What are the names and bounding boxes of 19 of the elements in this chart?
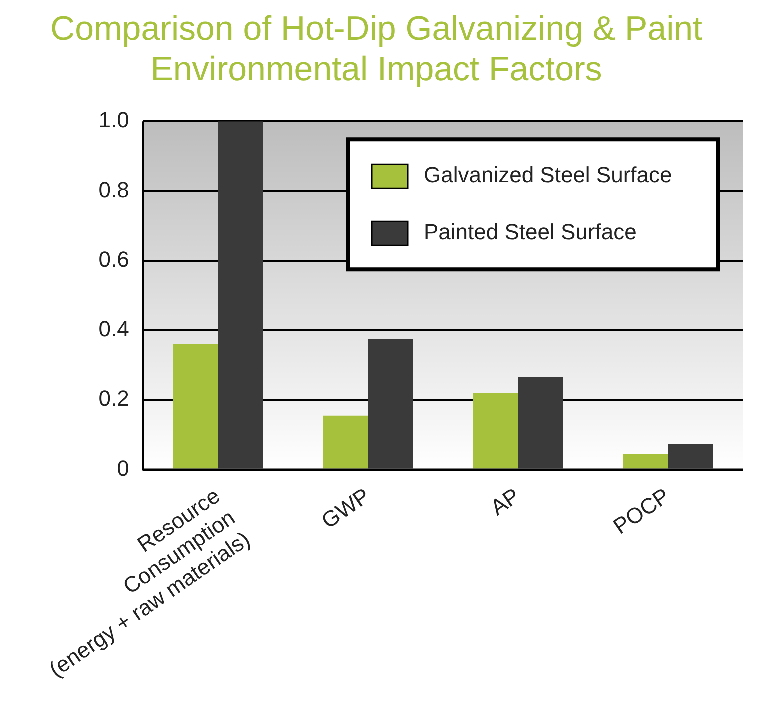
y-tick-label: 0 — [117, 456, 130, 481]
bar — [473, 393, 518, 469]
bar — [623, 454, 668, 469]
chart-title: Comparison of Hot-Dip Galvanizing & Paint Environmental Impact Factors — [50, 10, 704, 89]
bar — [218, 122, 264, 469]
legend-label: Galvanized Steel Surface — [424, 162, 672, 188]
y-tick-label: 0.2 — [98, 386, 130, 412]
y-tick-label: 0.6 — [98, 246, 130, 272]
y-tick-label: 0.8 — [98, 177, 130, 202]
bar — [368, 339, 414, 469]
bar — [173, 344, 218, 469]
bar — [518, 378, 564, 469]
y-tick-label: 0.4 — [98, 316, 130, 342]
legend-label: Painted Steel Surface — [424, 220, 637, 245]
bar — [323, 416, 368, 469]
x-tick-label: GWP — [317, 483, 375, 534]
x-tick-label: AP — [486, 483, 524, 520]
y-tick-label: 1.0 — [98, 108, 130, 133]
bar — [668, 444, 714, 469]
